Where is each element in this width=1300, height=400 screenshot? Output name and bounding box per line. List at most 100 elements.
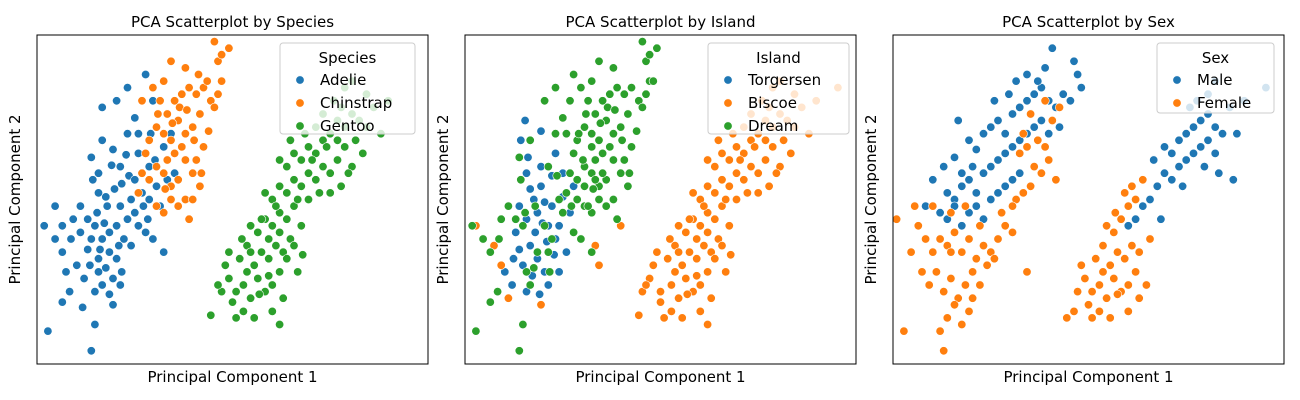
point-male — [1015, 168, 1025, 178]
point-gentoo — [271, 201, 281, 211]
point-chinstrap — [155, 96, 165, 106]
point-gentoo — [231, 287, 241, 297]
point-dream — [547, 234, 557, 244]
point-female — [1113, 289, 1123, 299]
point-female — [971, 254, 981, 264]
point-female — [1120, 254, 1130, 264]
point-dream — [608, 63, 618, 73]
point-female — [1055, 102, 1065, 112]
point-chinstrap — [133, 188, 143, 198]
point-biscoe — [641, 280, 651, 290]
chart-species: PCA Scatterplot by Species Principal Com… — [6, 13, 429, 386]
legend-label: Gentoo — [320, 117, 375, 135]
point-male — [1008, 142, 1018, 152]
point-female — [1026, 181, 1036, 191]
point-adelie — [93, 168, 103, 178]
point-dream — [543, 162, 553, 172]
legend-title: Island — [756, 49, 801, 67]
point-female — [989, 254, 999, 264]
point-female — [1047, 116, 1057, 126]
point-biscoe — [746, 162, 756, 172]
point-female — [906, 247, 916, 257]
point-male — [993, 116, 1003, 126]
point-female — [964, 306, 974, 316]
point-torgersen — [561, 247, 571, 257]
point-biscoe — [496, 260, 506, 270]
point-dream — [520, 208, 530, 218]
point-gentoo — [257, 247, 267, 257]
point-female — [931, 267, 941, 277]
point-gentoo — [213, 280, 223, 290]
point-female — [1008, 227, 1018, 237]
point-male — [979, 168, 989, 178]
point-female — [993, 234, 1003, 244]
point-biscoe — [681, 274, 691, 284]
point-biscoe — [665, 234, 675, 244]
point-biscoe — [666, 280, 676, 290]
point-chinstrap — [141, 148, 151, 158]
point-female — [928, 247, 938, 257]
point-dream — [494, 234, 504, 244]
plot-frame — [36, 34, 429, 365]
point-torgersen — [551, 148, 561, 158]
point-dream — [467, 221, 477, 231]
point-male — [989, 96, 999, 106]
point-biscoe — [717, 175, 727, 185]
point-male — [1199, 162, 1209, 172]
point-female — [949, 227, 959, 237]
point-dream — [574, 129, 584, 139]
point-gentoo — [253, 274, 263, 284]
point-biscoe — [768, 142, 778, 152]
point-gentoo — [246, 293, 256, 303]
point-adelie — [57, 221, 67, 231]
point-biscoe — [685, 247, 695, 257]
legend-box — [707, 42, 850, 135]
point-male — [993, 188, 1003, 198]
point-dream — [529, 263, 539, 273]
point-female — [1040, 96, 1050, 106]
point-dream — [572, 195, 582, 205]
point-adelie — [65, 287, 75, 297]
point-adelie — [115, 280, 125, 290]
chart-island: PCA Scatterplot by Island Principal Comp… — [434, 13, 857, 386]
point-female — [1094, 280, 1104, 290]
point-biscoe — [648, 260, 658, 270]
point-dream — [595, 118, 605, 128]
point-torgersen — [525, 184, 535, 194]
point-female — [1022, 267, 1032, 277]
point-female — [1131, 195, 1141, 205]
point-chinstrap — [166, 195, 176, 205]
point-biscoe — [742, 188, 752, 198]
point-chinstrap — [177, 142, 187, 152]
point-adelie — [72, 260, 82, 270]
point-adelie — [97, 234, 107, 244]
point-gentoo — [289, 175, 299, 185]
point-dream — [608, 195, 618, 205]
point-adelie — [104, 227, 114, 237]
point-female — [892, 214, 902, 224]
point-female — [1138, 175, 1148, 185]
point-chinstrap — [204, 126, 214, 136]
point-female — [964, 234, 974, 244]
point-biscoe — [674, 247, 684, 257]
point-dream — [605, 142, 615, 152]
point-dream — [569, 69, 579, 79]
point-chinstrap — [137, 96, 147, 106]
point-dream — [594, 135, 604, 145]
point-gentoo — [336, 181, 346, 191]
point-adelie — [57, 297, 67, 307]
legend-marker — [1172, 75, 1182, 85]
point-adelie — [112, 96, 122, 106]
point-chinstrap — [180, 155, 190, 165]
point-chinstrap — [180, 63, 190, 73]
point-female — [1102, 293, 1112, 303]
point-adelie — [85, 260, 95, 270]
point-dream — [532, 247, 542, 257]
point-dream — [627, 83, 637, 93]
point-chinstrap — [153, 109, 163, 119]
point-adelie — [107, 160, 117, 170]
point-female — [1113, 247, 1123, 257]
point-gentoo — [267, 280, 277, 290]
point-female — [1105, 313, 1115, 323]
